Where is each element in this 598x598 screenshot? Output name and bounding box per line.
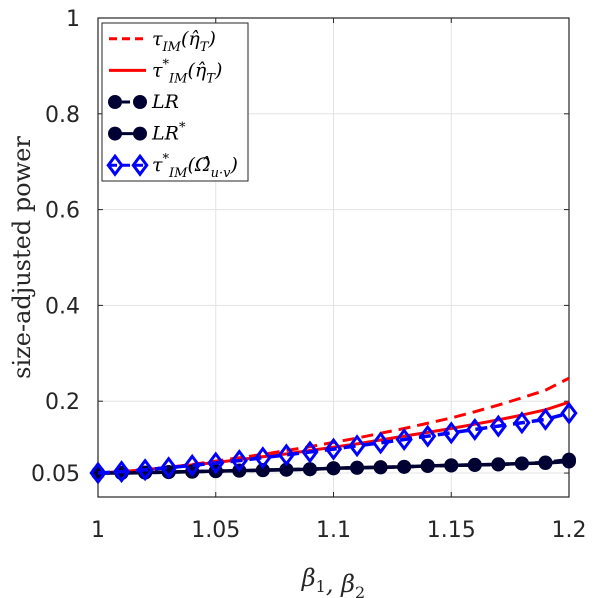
series-point [255,463,270,478]
series-point [348,434,366,458]
legend-item: LR [108,91,179,113]
series-point [136,458,154,482]
series-point [326,461,341,476]
series-point [560,401,578,425]
legend-marker [133,126,147,141]
series-point [513,411,531,435]
series-point [301,440,319,464]
x-tick-label: 1 [91,518,105,543]
x-tick-label: 1.15 [427,518,476,543]
series-point [466,417,484,441]
legend-marker [108,126,122,141]
legend-label: LR [151,91,179,113]
series-point [562,454,576,469]
series-point [489,414,507,438]
series-point [183,453,201,477]
series-4 [89,401,578,485]
series-point [420,458,435,473]
legend-label: τ*IM(η̂T) [152,57,222,86]
legend-label: LR* [151,121,186,145]
series-point [536,407,555,431]
legend-item: τ*IM(Ω̂u·v) [106,152,238,181]
series-point [514,456,529,471]
series-point [373,460,388,475]
series-point [397,459,412,474]
y-tick-label: 0.6 [45,199,80,224]
y-axis-label: size-adjusted power [8,136,36,379]
legend-marker [133,95,147,109]
series-point [371,431,390,455]
x-tick-label: 1.05 [191,518,240,543]
series-point [442,421,460,445]
legend-item: τIM(η̂T) [109,28,216,55]
legend-label: τIM(η̂T) [152,28,216,55]
legend-item: τ*IM(η̂T) [109,57,222,86]
legend-marker [106,153,124,177]
series-group [89,376,578,485]
series-point [160,456,178,480]
series-point [112,460,131,484]
legend: τIM(η̂T)τ*IM(η̂T) LR LR* τ*IM(Ω̂u·v) [101,22,249,182]
series-point [254,446,272,470]
series-point [419,424,437,448]
x-tick-label: 1.1 [316,518,351,543]
y-tick-label: 1 [66,7,80,32]
y-tick-label: 0.2 [45,390,80,415]
series-point [277,443,296,467]
legend-item: LR* [108,121,186,145]
series-point [538,455,553,470]
series-point [467,457,482,472]
legend-label: τ*IM(Ω̂u·v) [152,152,238,181]
series-point [89,461,107,485]
series-point [444,458,459,473]
legend-marker [108,95,122,109]
legend-marker [131,153,149,177]
series-point [350,460,365,475]
series-point [491,457,506,472]
x-tick-label: 1.2 [552,518,587,543]
series-point [302,462,317,477]
tick-labels: 1 1.05 1.1 1.15 1.2 0.05 0.2 0.4 0.6 0.8 1 [31,7,586,543]
series-point [230,449,248,473]
series-point [324,437,343,461]
y-tick-label: 0.05 [31,462,80,487]
series-point [395,428,413,452]
series-point [207,451,225,475]
x-axis-label: β1, β2 [301,564,365,598]
y-tick-label: 0.4 [45,294,80,319]
y-tick-label: 0.8 [45,103,80,128]
